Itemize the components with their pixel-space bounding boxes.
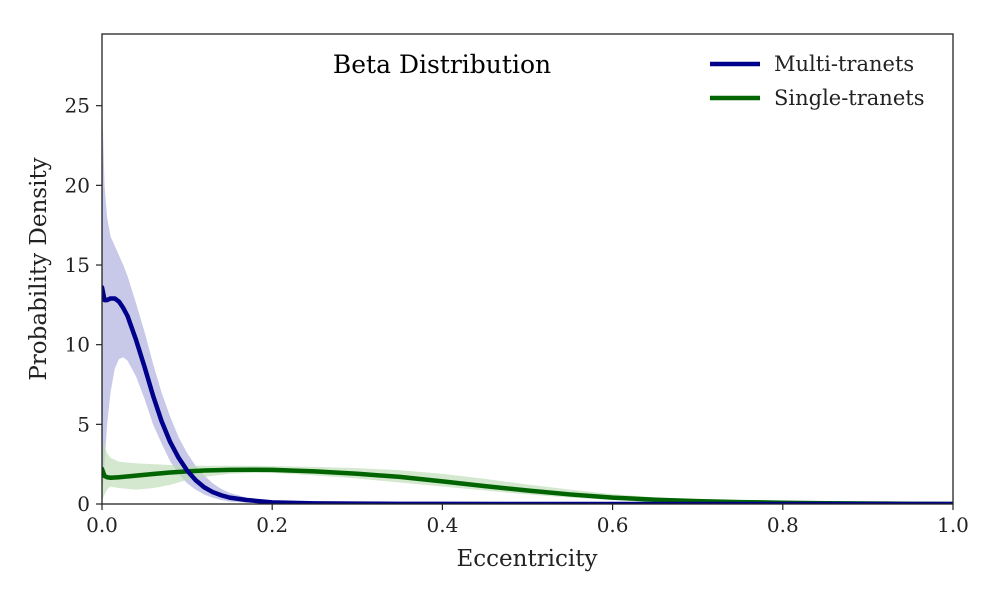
x-tick-label: 0.2 — [256, 513, 288, 537]
x-tick-label: 0.6 — [597, 513, 629, 537]
y-axis-ticks: 0 5 10 15 20 25 — [65, 94, 102, 516]
y-axis-label: Probability Density — [26, 157, 52, 380]
x-axis-ticks: 0.0 0.2 0.4 0.6 0.8 1.0 — [86, 504, 969, 537]
legend: Multi-tranets Single-tranets — [710, 52, 924, 110]
y-tick-label: 5 — [77, 412, 90, 436]
y-tick-label: 10 — [65, 333, 90, 357]
confidence-bands — [102, 97, 953, 504]
x-tick-label: 0.8 — [767, 513, 799, 537]
x-tick-label: 0.0 — [86, 513, 118, 537]
y-tick-label: 20 — [65, 173, 90, 197]
legend-label-multi-tranets: Multi-tranets — [774, 52, 914, 76]
x-axis-label: Eccentricity — [456, 546, 597, 572]
x-tick-label: 0.4 — [426, 513, 458, 537]
band-multi-tranets — [102, 97, 953, 504]
y-tick-label: 25 — [65, 94, 90, 118]
chart-title: Beta Distribution — [333, 50, 551, 79]
plot-frame — [101, 33, 954, 505]
legend-label-single-tranets: Single-tranets — [774, 86, 924, 110]
series-lines — [102, 285, 953, 504]
y-tick-label: 0 — [77, 492, 90, 516]
x-tick-label: 1.0 — [937, 513, 969, 537]
y-tick-label: 15 — [65, 253, 90, 277]
